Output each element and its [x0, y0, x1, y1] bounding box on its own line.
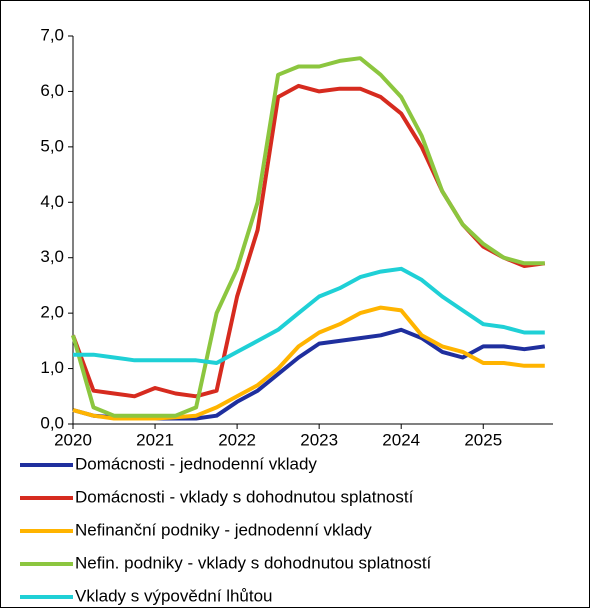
- y-tick-label: 4,0: [40, 192, 64, 211]
- legend-label: Nefinanční podniky - jednodenní vklady: [75, 520, 372, 539]
- x-tick-label: 2020: [54, 430, 92, 449]
- x-tick-label: 2022: [218, 430, 256, 449]
- legend-label: Vklady s výpovědní lhůtou: [75, 586, 273, 605]
- data-line: [72, 305, 545, 421]
- x-tick-label: 2021: [136, 430, 174, 449]
- y-tick-label: 7,0: [40, 25, 64, 44]
- x-tick-label: 2025: [464, 430, 502, 449]
- y-tick-label: 3,0: [40, 247, 64, 266]
- data-line: [71, 56, 545, 418]
- legend-label: Domácnosti - vklady s dohodnutou splatno…: [75, 487, 414, 506]
- y-tick-label: 1,0: [40, 358, 64, 377]
- y-tick-label: 2,0: [40, 303, 64, 322]
- x-tick-label: 2023: [300, 430, 338, 449]
- y-tick-label: 5,0: [40, 136, 64, 155]
- data-line: [73, 266, 545, 365]
- x-tick-label: 2024: [382, 430, 420, 449]
- legend-label: Nefin. podniky - vklady s dohodnutou spl…: [75, 553, 432, 572]
- y-tick-label: 0,0: [40, 413, 64, 432]
- y-tick-label: 6,0: [40, 81, 64, 100]
- legend-label: Domácnosti - jednodenní vklady: [75, 454, 317, 473]
